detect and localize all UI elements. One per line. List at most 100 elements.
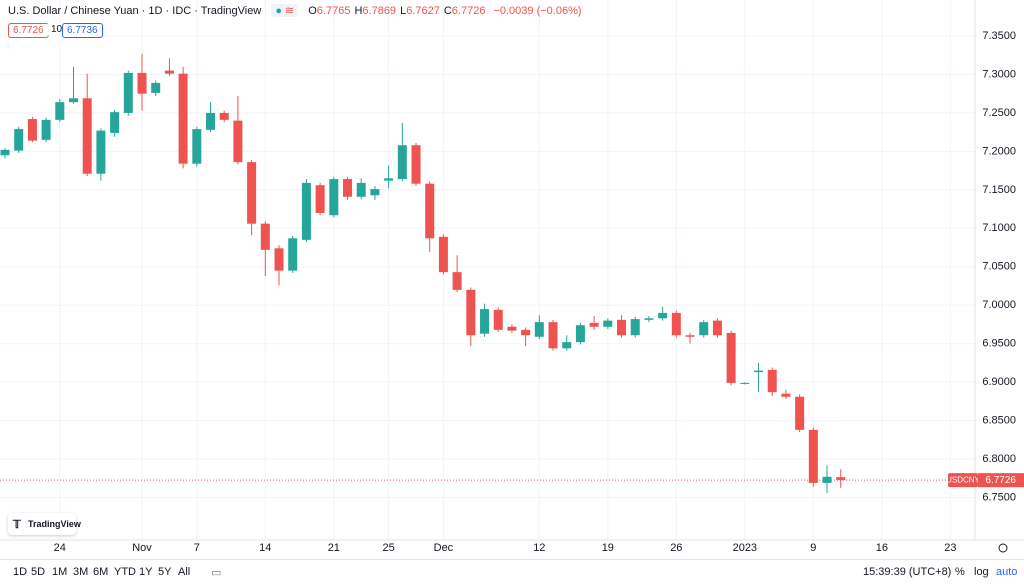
candle-body: [370, 189, 380, 196]
date-range-icon[interactable]: ▭: [211, 567, 222, 579]
candle-body: [548, 322, 558, 349]
ohlc-value: 6.7726: [451, 4, 486, 17]
candle-body: [726, 332, 736, 383]
chart: 7.3500 7.3000 7.2500 7.2000 7.1500 7.1000 7.05…: [0, 0, 1024, 554]
status-icon[interactable]: ● ≋: [271, 4, 299, 17]
y-tick-label: 7.3500: [982, 30, 1016, 42]
scale-option[interactable]: log: [974, 566, 989, 578]
range-button[interactable]: All: [178, 566, 191, 578]
candle-body: [534, 322, 544, 337]
x-tick-label: 16: [876, 542, 888, 554]
x-tick-label: Dec: [434, 542, 454, 554]
x-tick-label: 19: [602, 542, 614, 554]
range-button[interactable]: 1M: [52, 566, 68, 578]
candle-body: [137, 72, 147, 94]
candle-body: [0, 149, 10, 156]
candle-body: [178, 73, 188, 164]
candle-body: [260, 223, 270, 250]
ask[interactable]: 6.7736: [62, 23, 103, 38]
range-button[interactable]: 6M: [93, 566, 109, 578]
ohlc-label: O: [308, 4, 317, 17]
candle-body: [384, 178, 394, 181]
candle-body: [507, 326, 517, 331]
logo-text: TradingView: [28, 519, 81, 529]
clock: 15:39:39 (UTC+8): [863, 566, 952, 578]
y-tick-label: 7.0000: [982, 299, 1016, 311]
candle-body: [288, 238, 298, 271]
ohlc-label: L: [400, 4, 407, 17]
candle-body: [206, 112, 216, 130]
candle-body: [315, 185, 325, 213]
candle-body: [329, 179, 339, 216]
y-tick-label: 6.9000: [982, 376, 1016, 388]
range-button[interactable]: 1Y: [139, 566, 153, 578]
candle-body: [96, 130, 106, 174]
candle-body: [480, 309, 490, 334]
candle-body: [356, 182, 366, 197]
candle-body: [247, 162, 257, 224]
ohlc-value: 6.7869: [362, 4, 397, 17]
y-tick-label: 7.3000: [982, 68, 1016, 80]
scale-option[interactable]: %: [955, 566, 965, 578]
spread: 10: [47, 23, 67, 36]
symbol-tag-bg: [948, 473, 978, 488]
x-tick-label: 9: [810, 542, 816, 554]
range-button[interactable]: YTD: [114, 566, 136, 578]
settings-icon[interactable]: [998, 543, 1008, 553]
candle-body: [740, 382, 750, 384]
x-tick-label: 25: [382, 542, 394, 554]
candle-body: [617, 319, 627, 336]
ohlc: O 6.7765 H 6.7869 L 6.7627 C 6.7726: [308, 5, 489, 17]
y-tick-label: 7.2000: [982, 145, 1016, 157]
candle-body: [233, 120, 243, 163]
candle-body: [452, 272, 462, 290]
x-tick-label: 26: [670, 542, 682, 554]
ohlc-value: 6.7765: [316, 4, 351, 17]
last-price-tag-bg: [978, 473, 1024, 488]
x-tick-label: 14: [259, 542, 271, 554]
candle-body: [151, 82, 161, 93]
change: −0.0039 (−0.06%): [493, 4, 582, 17]
candle-body: [754, 370, 764, 373]
range-button[interactable]: 5D: [31, 566, 46, 578]
logo[interactable]: 𝕋 TradingView: [8, 513, 81, 535]
legend-header: U.S. Dollar / Chinese Yuan · 1D · IDC · …: [8, 4, 586, 17]
candle-body: [671, 312, 681, 336]
candle-body: [836, 477, 846, 481]
chart-title: U.S. Dollar / Chinese Yuan · 1D · IDC · …: [8, 4, 262, 17]
toolbar: ▭ 15:39:39 (UTC+8) 1D 5D 1M 3M 6M YTD 1Y 5Y All%…: [0, 559, 1024, 584]
scale-option[interactable]: auto: [996, 566, 1018, 578]
candle-body: [603, 320, 613, 327]
candle-body: [781, 393, 791, 397]
candle-body: [466, 289, 476, 336]
candle-body: [301, 182, 311, 240]
x-tick-label: Nov: [132, 542, 152, 554]
range-button[interactable]: 3M: [73, 566, 89, 578]
range-button[interactable]: 5Y: [158, 566, 172, 578]
candle-body: [808, 429, 818, 483]
last-price-tag: 6.7726: [985, 475, 1016, 486]
x-tick-label: 23: [944, 542, 956, 554]
candle-body: [575, 325, 585, 343]
candle-body: [343, 179, 353, 197]
y-tick-label: 6.8500: [982, 415, 1016, 427]
range-button[interactable]: 1D: [13, 566, 28, 578]
y-tick-label: 6.9500: [982, 338, 1016, 350]
candle-body: [589, 322, 599, 327]
candle-body: [82, 98, 92, 174]
candle-body: [685, 335, 695, 337]
x-tick-label: 12: [533, 542, 545, 554]
candle-body: [274, 248, 284, 271]
y-tick-label: 6.8000: [982, 453, 1016, 465]
bid[interactable]: 6.7726: [8, 23, 49, 38]
x-tick-label: 21: [328, 542, 340, 554]
x-tick-label: 7: [194, 542, 200, 554]
candle-body: [822, 476, 832, 483]
ohlc-value: 6.7627: [406, 4, 440, 17]
candle-body: [110, 112, 120, 133]
candle-body: [69, 98, 79, 103]
candle-body: [123, 72, 133, 113]
candle-body: [521, 329, 531, 336]
candle-body: [219, 112, 229, 120]
candle-body: [562, 342, 572, 349]
